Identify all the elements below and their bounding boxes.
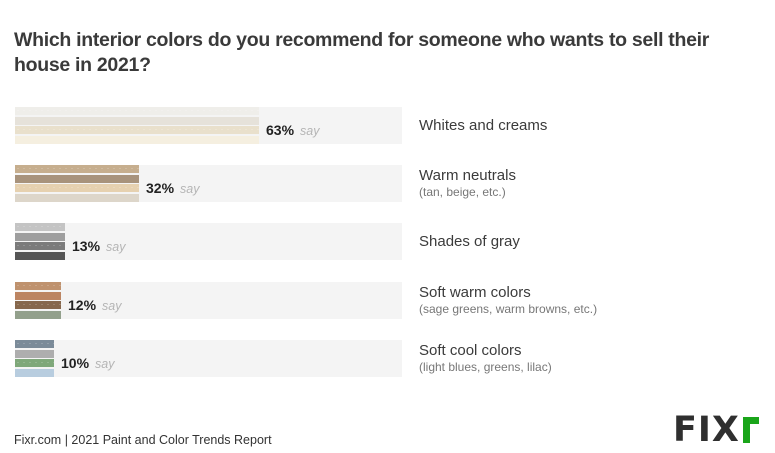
- bar-fill: [15, 223, 65, 260]
- bar-row: 12% say: [15, 282, 402, 319]
- say-suffix: say: [102, 299, 122, 313]
- category-label: Whites and creams: [419, 117, 547, 135]
- bar-track: [15, 223, 402, 260]
- bar-row: 32% say: [15, 165, 402, 202]
- bar-row: 10% say: [15, 340, 402, 377]
- source-footer: Fixr.com | 2021 Paint and Color Trends R…: [14, 433, 272, 447]
- category-sublabel: (tan, beige, etc.): [419, 185, 506, 199]
- category-name: Warm neutrals: [419, 167, 516, 184]
- bar-row: 63% say: [15, 107, 402, 144]
- category-label: Soft cool colors (light blues, greens, li…: [419, 342, 552, 375]
- bar-track: [15, 282, 402, 319]
- color-swatch-stripe: [15, 194, 139, 202]
- color-swatch-stripe: [15, 311, 61, 319]
- percent-label: 63% say: [266, 122, 319, 138]
- category-label: Soft warm colors (sage greens, warm brown…: [419, 284, 597, 317]
- category-sublabel: (light blues, greens, lilac): [419, 360, 552, 374]
- say-suffix: say: [180, 182, 200, 196]
- percent-value: 13%: [72, 238, 101, 254]
- color-swatch-stripe: [15, 369, 54, 377]
- color-swatch-stripe: [15, 252, 65, 260]
- color-swatch-stripe: [15, 165, 139, 173]
- category-sublabel: (sage greens, warm browns, etc.): [419, 302, 598, 316]
- bar-fill: [15, 282, 61, 319]
- color-swatch-stripe: [15, 126, 259, 134]
- color-swatch-stripe: [15, 117, 259, 125]
- say-suffix: say: [95, 357, 115, 371]
- bar-fill: [15, 107, 259, 144]
- color-swatch-stripe: [15, 242, 65, 250]
- percent-label: 10% say: [61, 355, 114, 371]
- color-swatch-stripe: [15, 175, 139, 183]
- fixr-logo: FIX: [673, 410, 759, 450]
- color-swatch-stripe: [15, 184, 139, 192]
- percent-label: 12% say: [68, 297, 121, 313]
- category-name: Shades of gray: [419, 233, 520, 250]
- color-swatch-stripe: [15, 350, 54, 358]
- category-label: Shades of gray: [419, 233, 520, 251]
- percent-label: 13% say: [72, 238, 125, 254]
- say-suffix: say: [106, 240, 126, 254]
- category-label: Warm neutrals (tan, beige, etc.): [419, 167, 516, 200]
- percent-value: 32%: [146, 180, 175, 196]
- logo-accent-r-icon: [742, 417, 759, 443]
- bar-row: 13% say: [15, 223, 402, 260]
- logo-text: FIX: [673, 410, 740, 450]
- say-suffix: say: [300, 124, 320, 138]
- color-swatch-stripe: [15, 359, 54, 367]
- category-name: Soft warm colors: [419, 284, 531, 301]
- bar-fill: [15, 165, 139, 202]
- color-swatch-stripe: [15, 292, 61, 300]
- color-swatch-stripe: [15, 223, 65, 231]
- category-name: Whites and creams: [419, 117, 548, 134]
- color-swatch-stripe: [15, 233, 65, 241]
- color-swatch-stripe: [15, 340, 54, 348]
- bar-fill: [15, 340, 54, 377]
- bar-track: [15, 340, 402, 377]
- color-swatch-stripe: [15, 282, 61, 290]
- color-swatch-stripe: [15, 301, 61, 309]
- percent-value: 63%: [266, 122, 295, 138]
- percent-value: 12%: [68, 297, 97, 313]
- category-name: Soft cool colors: [419, 342, 522, 359]
- color-swatch-stripe: [15, 107, 259, 115]
- color-swatch-stripe: [15, 136, 259, 144]
- percent-label: 32% say: [146, 180, 199, 196]
- chart-title: Which interior colors do you recommend f…: [14, 29, 710, 76]
- percent-value: 10%: [61, 355, 90, 371]
